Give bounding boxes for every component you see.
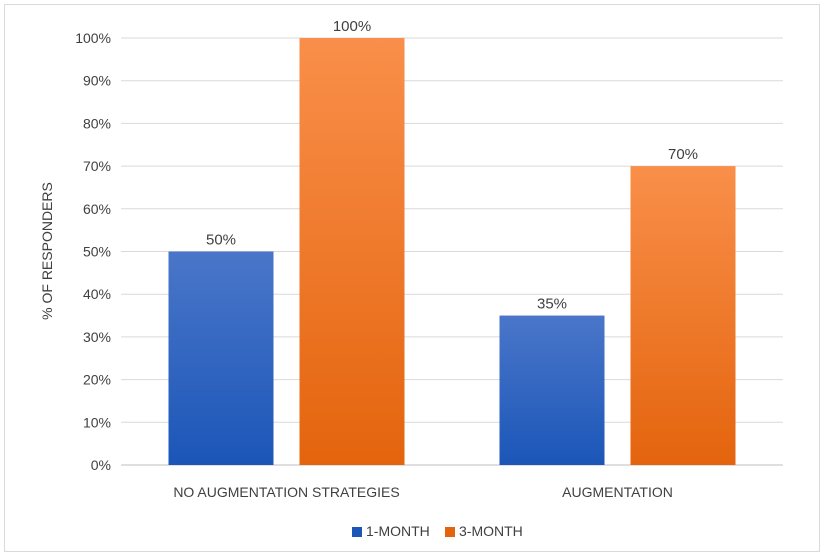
y-tick-label: 40% [83, 286, 111, 302]
legend-swatch [445, 527, 455, 537]
bar-series1-1 [499, 315, 605, 465]
x-category-label: NO AUGMENTATION STRATEGIES [173, 484, 399, 500]
y-tick-label: 0% [91, 457, 111, 473]
y-tick-label: 90% [83, 73, 111, 89]
data-label: 50% [206, 232, 236, 249]
bar-series2-0 [299, 38, 405, 465]
bars [168, 38, 736, 465]
y-axis-ticks: 0% 10% 20% 30% 40% 50% 60% 70% 80% 90% 100% [75, 30, 111, 473]
data-label: 70% [668, 146, 698, 163]
legend-swatch [352, 527, 362, 537]
x-axis-categories: NO AUGMENTATION STRATEGIES AUGMENTATION [173, 484, 673, 500]
y-tick-label: 50% [83, 244, 111, 260]
data-labels: 50% 100% 35% 70% [206, 18, 698, 313]
data-label: 35% [537, 296, 567, 313]
bar-series2-1 [630, 166, 736, 465]
y-tick-label: 60% [83, 201, 111, 217]
legend-label: 1-MONTH [366, 523, 430, 539]
bar-series1-0 [168, 251, 274, 465]
y-tick-label: 70% [83, 158, 111, 174]
legend-label: 3-MONTH [459, 523, 523, 539]
y-tick-label: 20% [83, 372, 111, 388]
y-axis-title: % OF RESPONDERS [39, 182, 55, 320]
y-tick-label: 30% [83, 329, 111, 345]
data-label: 100% [333, 18, 371, 35]
y-tick-label: 100% [75, 30, 111, 46]
legend: 1-MONTH 3-MONTH [352, 523, 523, 539]
y-tick-label: 80% [83, 115, 111, 131]
y-tick-label: 10% [83, 414, 111, 430]
x-category-label: AUGMENTATION [562, 484, 673, 500]
